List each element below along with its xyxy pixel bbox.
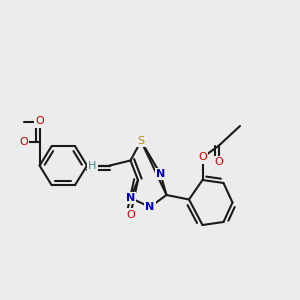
Text: O: O bbox=[35, 116, 44, 127]
Text: N: N bbox=[146, 202, 154, 212]
Text: O: O bbox=[20, 136, 28, 147]
Text: N: N bbox=[126, 193, 135, 203]
Text: O: O bbox=[126, 209, 135, 220]
Text: O: O bbox=[198, 152, 207, 163]
Text: H: H bbox=[88, 160, 97, 171]
Text: N: N bbox=[156, 169, 165, 179]
Text: S: S bbox=[137, 136, 145, 146]
Text: O: O bbox=[214, 157, 224, 167]
